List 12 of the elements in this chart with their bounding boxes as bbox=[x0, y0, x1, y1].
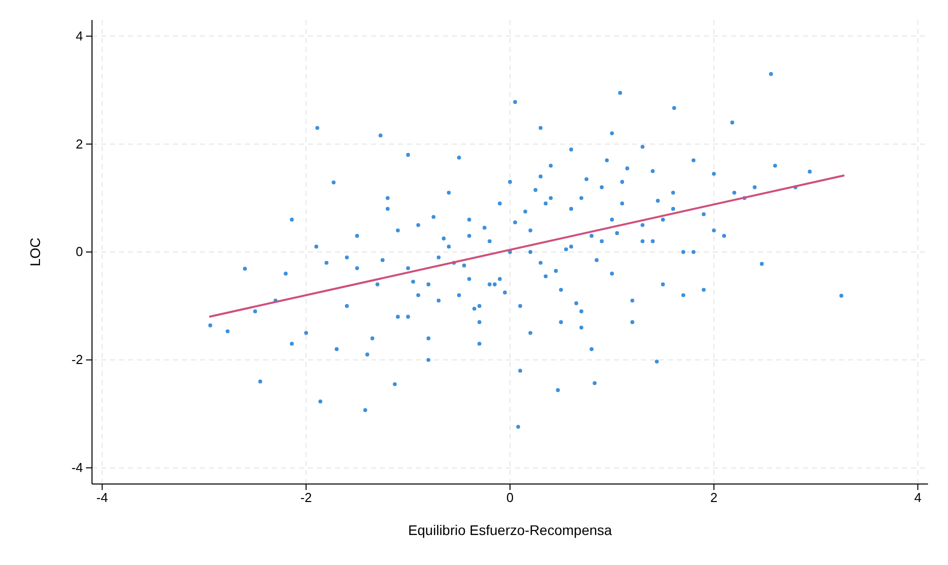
y-axis-title: LOC bbox=[27, 238, 43, 266]
x-tick-label: 0 bbox=[506, 490, 514, 506]
y-tick-label: -4 bbox=[71, 460, 83, 475]
y-tick-label: 0 bbox=[76, 244, 83, 260]
x-axis-title: Equilibrio Esfuerzo-Recompensa bbox=[408, 522, 612, 538]
y-tick-label: 4 bbox=[76, 28, 83, 44]
x-tick-label: 2 bbox=[710, 490, 718, 506]
y-tick-label: -2 bbox=[71, 352, 83, 368]
x-tick-label: -2 bbox=[300, 490, 312, 506]
x-tick-label: -4 bbox=[96, 490, 108, 506]
x-tick-label: 4 bbox=[914, 490, 922, 506]
y-tick-label: 2 bbox=[76, 136, 83, 152]
